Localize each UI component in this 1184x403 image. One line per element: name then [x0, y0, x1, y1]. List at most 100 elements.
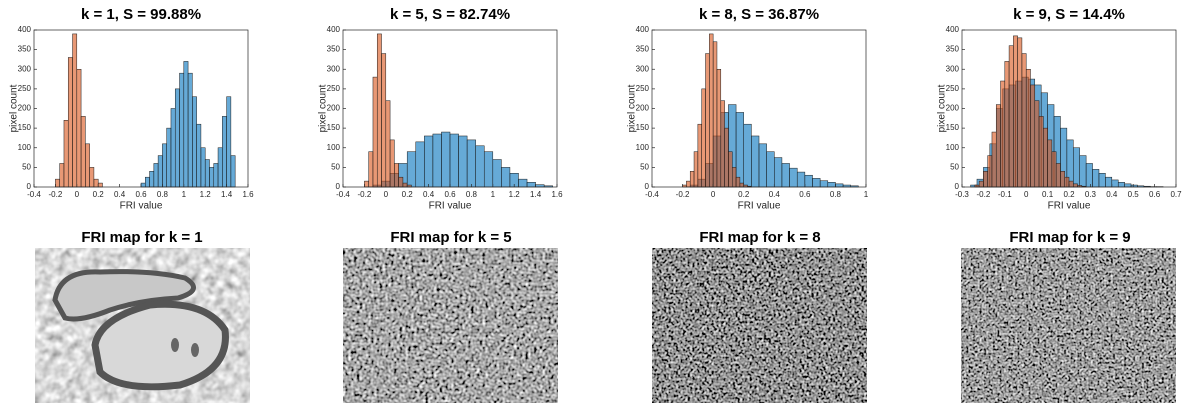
x-tick-label: 0.2	[402, 190, 414, 199]
histogram-bar	[518, 178, 528, 188]
histogram-bar	[97, 182, 103, 188]
y-tick-label: 50	[950, 162, 959, 171]
histogram-bar	[819, 180, 829, 188]
fri-map	[961, 248, 1176, 403]
histogram-bar	[1017, 37, 1023, 188]
histogram-bar	[196, 123, 202, 188]
x-tick-label: 1	[491, 190, 496, 199]
x-tick-label: -0.2	[358, 190, 372, 199]
x-tick-label: 0.8	[157, 190, 169, 199]
histogram-bar	[89, 167, 95, 188]
x-tick-label: -0.1	[998, 190, 1012, 199]
histogram-bar	[376, 33, 382, 188]
histogram-bar	[63, 120, 69, 188]
histogram-bar	[735, 112, 744, 188]
histogram-bar	[1008, 45, 1014, 188]
histogram-bar	[441, 131, 451, 188]
histogram-bar	[739, 182, 744, 188]
histogram-bar	[492, 159, 502, 188]
x-tick-label: 1	[182, 190, 187, 199]
histogram-bar	[1021, 53, 1027, 188]
x-tick-label: 0	[1024, 190, 1029, 199]
histogram-bar	[1000, 80, 1006, 188]
histogram-bar	[226, 96, 232, 188]
y-tick-label: 100	[946, 143, 960, 152]
histogram-bar	[735, 176, 741, 188]
histogram-bar	[372, 76, 378, 188]
histogram-bar	[72, 33, 78, 188]
histogram-bar	[501, 167, 511, 188]
histogram-bar	[93, 178, 99, 188]
y-tick-label: 250	[946, 84, 960, 93]
histogram-bar	[526, 182, 536, 188]
fri-map-region	[52, 269, 196, 322]
x-tick-label: 0.4	[114, 190, 126, 199]
histogram-bar	[385, 100, 391, 188]
histogram-bar	[145, 176, 150, 188]
histogram-bar	[67, 57, 73, 188]
y-tick-label: 300	[636, 64, 650, 73]
fri-map-spot	[191, 343, 199, 357]
x-axis-label: FRI value	[1048, 201, 1091, 212]
x-tick-label: 0.8	[466, 190, 478, 199]
histogram-bar	[415, 141, 425, 188]
fri-map	[343, 248, 558, 403]
y-tick-label: 300	[946, 64, 960, 73]
histogram-bar	[983, 171, 988, 188]
y-tick-label: 100	[18, 143, 32, 152]
y-tick-label: 100	[636, 143, 650, 152]
histogram-bar	[1051, 151, 1057, 188]
histogram-bar	[192, 96, 197, 188]
y-tick-label: 200	[18, 104, 32, 113]
y-tick-label: 0	[336, 182, 341, 191]
x-tick-label: -0.4	[27, 190, 41, 199]
y-tick-label: 350	[946, 45, 960, 54]
histogram-bar	[1068, 180, 1074, 188]
x-tick-label: 1.6	[551, 190, 563, 199]
histogram-bar	[406, 151, 417, 188]
histogram-bar	[1047, 139, 1053, 188]
chart-title: k = 8, S = 36.87%	[699, 6, 819, 23]
histogram-bar	[1043, 127, 1048, 188]
histogram-bar	[1030, 84, 1036, 188]
histogram-bar	[701, 88, 706, 188]
histogram-bar	[1111, 179, 1119, 188]
x-axis-label: FRI value	[120, 201, 163, 212]
histogram-bar	[728, 151, 733, 188]
y-tick-label: 50	[22, 162, 31, 171]
x-tick-label: 0.3	[1085, 190, 1097, 199]
histogram-bar	[381, 53, 387, 188]
y-axis-label: pixel count	[627, 84, 638, 132]
histogram-bar	[170, 108, 176, 188]
x-tick-label: -0.2	[977, 190, 991, 199]
histogram-bar	[187, 72, 193, 188]
y-tick-label: 150	[327, 123, 341, 132]
histogram-bar	[213, 163, 219, 188]
y-tick-label: 0	[645, 182, 650, 191]
histogram-bar	[483, 151, 494, 188]
x-tick-label: 0.1	[1042, 190, 1054, 199]
x-axis-label: FRI value	[429, 201, 472, 212]
histogram-bar	[689, 171, 695, 188]
fri-map-spot	[171, 338, 179, 352]
histogram-bar	[1117, 182, 1125, 188]
histogram-bar	[466, 139, 476, 188]
histogram-bar	[76, 69, 82, 188]
histogram-bar	[394, 163, 399, 188]
histogram-bar	[705, 53, 710, 188]
histogram-bar	[1085, 163, 1093, 188]
x-tick-label: 0.6	[799, 190, 811, 199]
y-axis-label: pixel count	[318, 84, 329, 132]
histogram-bar	[230, 155, 236, 188]
x-tick-label: 1.2	[200, 190, 212, 199]
x-tick-label: 0.4	[769, 190, 781, 199]
histogram-bar	[166, 127, 172, 188]
histogram-bar	[712, 41, 718, 188]
y-tick-label: 200	[636, 104, 650, 113]
histogram-bar	[204, 159, 210, 188]
histogram-bar	[789, 167, 798, 188]
x-tick-label: 0.4	[1106, 190, 1118, 199]
y-tick-label: 50	[640, 162, 649, 171]
histogram-bar	[157, 155, 163, 188]
